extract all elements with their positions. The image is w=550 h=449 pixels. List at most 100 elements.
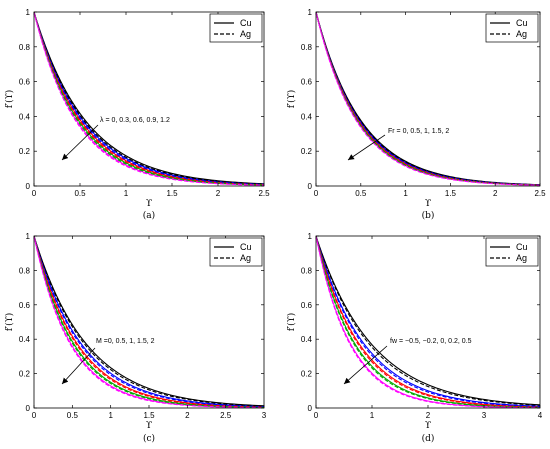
annotation-text: λ = 0, 0.3, 0.6, 0.9, 1.2	[100, 117, 170, 124]
x-tick-label: 1	[403, 189, 408, 198]
annotation-text: fw = −0.5, −0.2, 0, 0.2, 0.5	[390, 338, 472, 345]
x-tick-label: 4	[538, 411, 543, 420]
x-tick-label: 3	[482, 411, 487, 420]
y-tick-label: 0.4	[301, 335, 313, 344]
legend-box	[485, 237, 539, 267]
y-tick-label: 0.4	[19, 335, 31, 344]
x-tick-label: 2.5	[220, 411, 232, 420]
x-tick-label: 0.5	[74, 189, 86, 198]
y-tick-label: 0.4	[19, 112, 31, 121]
series-line-ag-4	[316, 236, 540, 408]
x-tick-label: 1.5	[445, 189, 457, 198]
series-group	[316, 236, 540, 408]
annotation-text: M =0, 0.5, 1, 1.5, 2	[96, 338, 155, 345]
x-tick-label: 0	[314, 189, 319, 198]
x-tick-label: 2.5	[258, 189, 270, 198]
series-line-ag-1	[34, 12, 264, 186]
x-tick-label: 0.5	[355, 189, 367, 198]
series-line-ag-4	[316, 12, 540, 186]
legend-box	[209, 13, 263, 43]
x-tick-label: 0.5	[67, 411, 79, 420]
annotation-text: Fr = 0, 0.5, 1, 1.5, 2	[388, 128, 449, 135]
series-group	[316, 12, 540, 186]
y-tick-label: 0	[308, 182, 313, 191]
x-tick-label: 1	[108, 411, 113, 420]
series-line-ag-3	[316, 236, 540, 408]
x-axis-label: ϒ	[146, 199, 152, 209]
panel-caption: (d)	[422, 433, 435, 444]
y-tick-label: 0.8	[19, 266, 31, 275]
legend-label-ag: Ag	[240, 29, 251, 39]
legend-box	[209, 237, 263, 267]
series-line-ag-0	[34, 12, 264, 185]
series-line-ag-2	[316, 12, 540, 186]
y-tick-label: 0.6	[301, 301, 313, 310]
y-tick-label: 0.6	[19, 78, 31, 87]
series-line-ag-4	[34, 12, 264, 186]
x-tick-label: 0	[314, 411, 319, 420]
legend-label-cu: Cu	[240, 242, 252, 252]
legend-box	[485, 13, 539, 43]
legend-label-cu: Cu	[516, 18, 528, 28]
x-tick-label: 1	[124, 189, 129, 198]
y-tick-label: 0.8	[301, 266, 313, 275]
x-tick-label: 2	[493, 189, 498, 198]
series-line-cu-0	[316, 236, 540, 406]
annotation-arrow	[343, 345, 388, 385]
y-tick-label: 0.2	[301, 370, 313, 379]
x-axis-label: ϒ	[146, 421, 152, 431]
x-tick-label: 2.5	[534, 189, 546, 198]
legend-label-ag: Ag	[516, 253, 527, 263]
panel-caption: (a)	[143, 210, 155, 221]
series-line-cu-2	[316, 236, 540, 408]
y-tick-label: 0.2	[301, 147, 313, 156]
x-tick-label: 0	[32, 411, 37, 420]
x-tick-label: 2	[426, 411, 431, 420]
y-tick-label: 1	[26, 232, 31, 241]
y-tick-label: 0.2	[19, 147, 31, 156]
y-axis-label: f′(ϒ)	[4, 313, 15, 332]
annotation-arrow	[61, 124, 99, 161]
y-tick-label: 0.6	[19, 301, 31, 310]
series-line-ag-0	[34, 236, 264, 407]
y-tick-label: 0.8	[301, 43, 313, 52]
annotation-arrow	[61, 347, 96, 385]
series-line-ag-2	[316, 236, 540, 408]
y-tick-label: 0	[308, 404, 313, 413]
y-tick-label: 1	[26, 8, 31, 17]
x-tick-label: 0	[32, 189, 37, 198]
x-tick-label: 1.5	[166, 189, 178, 198]
legend-label-cu: Cu	[240, 18, 252, 28]
y-tick-label: 0.8	[19, 43, 31, 52]
series-line-ag-0	[316, 12, 540, 186]
y-tick-label: 0.6	[301, 78, 313, 87]
y-tick-label: 0	[26, 404, 31, 413]
x-tick-label: 1	[370, 411, 375, 420]
y-axis-label: f′(ϒ)	[286, 90, 297, 109]
series-line-ag-3	[34, 12, 264, 186]
y-tick-label: 1	[308, 8, 313, 17]
x-axis-label: ϒ	[425, 421, 431, 431]
y-axis-label: f′(ϒ)	[286, 313, 297, 332]
legend-label-ag: Ag	[240, 253, 251, 263]
panel-caption: (b)	[422, 210, 435, 221]
series-line-ag-1	[316, 12, 540, 186]
plot-frame	[33, 11, 265, 187]
x-tick-label: 3	[262, 411, 267, 420]
y-tick-label: 1	[308, 232, 313, 241]
y-tick-label: 0	[26, 182, 31, 191]
x-tick-label: 2	[185, 411, 190, 420]
y-tick-label: 0.2	[19, 370, 31, 379]
x-tick-label: 1.5	[143, 411, 155, 420]
legend-label-cu: Cu	[516, 242, 528, 252]
x-axis-label: ϒ	[425, 199, 431, 209]
